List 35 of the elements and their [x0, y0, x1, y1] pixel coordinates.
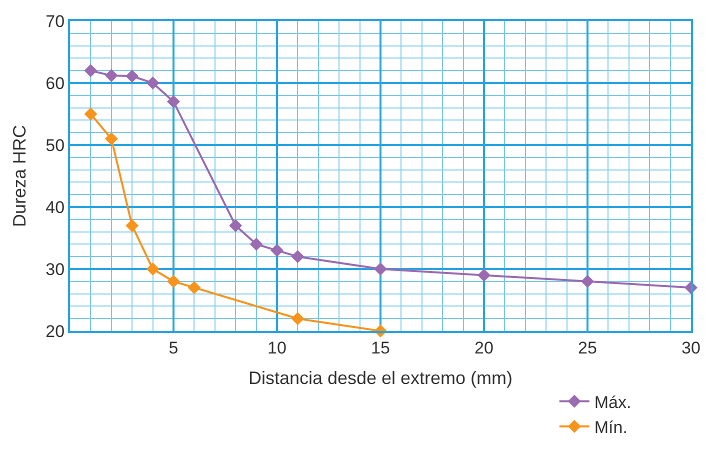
y-tick-label: 30 [46, 260, 65, 279]
point [126, 219, 139, 232]
y-axis-title: Dureza HRC [9, 124, 30, 228]
y-tick-label: 20 [46, 322, 65, 341]
point [84, 108, 98, 120]
y-tick-label: 50 [46, 136, 65, 155]
x-axis-title: Distancia desde el extremo (mm) [248, 368, 513, 388]
point [478, 268, 490, 282]
point [250, 238, 263, 251]
point [270, 244, 284, 257]
point [84, 64, 98, 78]
point [188, 281, 201, 294]
point [374, 262, 387, 276]
x-tick-label: 10 [268, 338, 286, 358]
point [291, 250, 304, 264]
point [146, 262, 160, 276]
legend-label: Máx. [594, 392, 632, 412]
point [581, 274, 594, 288]
point [126, 70, 139, 83]
y-tick-label: 60 [46, 74, 65, 93]
x-tick-label: 20 [474, 338, 494, 358]
point [104, 132, 118, 146]
point [167, 95, 180, 108]
point [291, 312, 304, 326]
x-tick-label: 30 [682, 338, 700, 358]
point [104, 69, 118, 82]
point [167, 274, 180, 288]
x-tick-label: 15 [371, 338, 390, 358]
legend-label: Mín. [594, 418, 628, 437]
x-tick-label: 5 [168, 338, 178, 358]
y-tick-label: 40 [46, 198, 65, 217]
point [229, 219, 242, 232]
x-tick-label: 25 [578, 338, 597, 358]
point [146, 76, 160, 90]
y-tick-label: 70 [46, 12, 65, 31]
